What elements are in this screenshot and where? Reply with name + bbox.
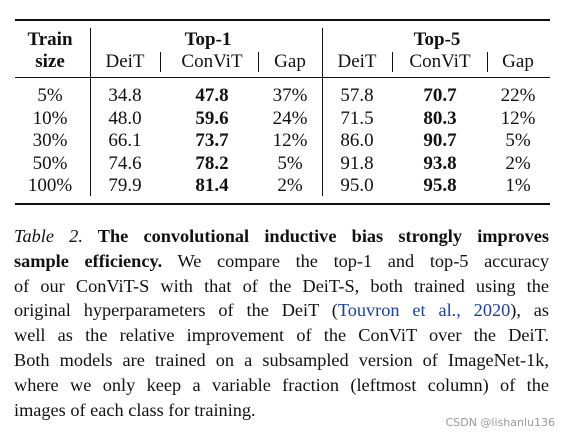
- table-cell: 86.0: [340, 130, 374, 151]
- caption-line: images of each class for training.: [14, 400, 549, 421]
- table-cell: 59.6: [195, 107, 229, 129]
- caption-line: of our ConViT-S with that of the DeiT-S,…: [14, 276, 549, 297]
- column-header: Gap: [502, 51, 534, 72]
- header-separator: [487, 52, 488, 72]
- table-cell: 81.4: [195, 175, 229, 196]
- header-separator: [160, 52, 161, 72]
- caption-text: The convolutional inductive bias strongl…: [82, 226, 549, 246]
- table-cell: 71.5: [340, 107, 374, 129]
- caption-text: sample efficiency.: [14, 250, 163, 271]
- table-cell: 91.8: [340, 152, 374, 174]
- table-cell: 73.7: [195, 130, 229, 151]
- table-cell: 2%: [505, 152, 531, 174]
- table-cell: 90.7: [423, 130, 457, 151]
- table-cell: 93.8: [423, 152, 457, 174]
- table-cell: 74.6: [108, 152, 142, 174]
- table-cell: 22%: [500, 85, 536, 106]
- header-cell: size: [35, 51, 65, 72]
- column-header: Gap: [274, 51, 306, 72]
- table-cell: 10%: [32, 107, 68, 129]
- table-cell: 66.1: [108, 130, 142, 151]
- top-rule: [15, 19, 550, 21]
- caption-text: where we only keep a variable fraction (…: [14, 374, 549, 395]
- table-cell: 100%: [27, 175, 73, 196]
- caption-line: Both models are trained on a subsampled …: [14, 350, 549, 371]
- column-header: DeiT: [105, 51, 145, 72]
- table-cell: 12%: [272, 130, 308, 151]
- caption-text: of our ConViT-S with that of the DeiT-S,…: [14, 275, 549, 296]
- header-cell: Train: [27, 29, 73, 50]
- table-cell: 95.0: [340, 175, 374, 196]
- caption-text: We compare the top-1 and top-5 accuracy: [162, 250, 550, 271]
- table-cell: 24%: [272, 107, 308, 129]
- table-cell: 50%: [32, 152, 68, 174]
- caption-text: original hyperparameters of the DeiT (: [14, 300, 338, 321]
- caption-text: well as the relative improvement of the …: [14, 325, 549, 346]
- table-cell: 95.8: [423, 175, 457, 196]
- table-cell: 2%: [277, 175, 303, 196]
- column-separator: [90, 28, 91, 196]
- table-cell: 70.7: [423, 85, 457, 106]
- table-cell: 80.3: [423, 107, 457, 129]
- header-separator: [392, 52, 393, 72]
- column-header: DeiT: [337, 51, 377, 72]
- caption-line: sample efficiency. We compare the top-1 …: [14, 251, 549, 272]
- table-cell: 78.2: [195, 152, 229, 174]
- table-cell: 79.9: [108, 175, 142, 196]
- caption-text: Both models are trained on a subsampled …: [14, 350, 549, 370]
- table-cell: 12%: [500, 107, 536, 129]
- group-header: Top-5: [413, 29, 461, 50]
- caption-line: well as the relative improvement of the …: [14, 325, 549, 346]
- table-cell: 5%: [37, 85, 63, 106]
- table-cell: 34.8: [108, 85, 142, 106]
- table-cell: 5%: [505, 130, 531, 151]
- table-cell: 5%: [277, 152, 303, 174]
- caption-line: Table 2. The convolutional inductive bia…: [14, 226, 549, 247]
- mid-rule: [15, 77, 550, 78]
- bottom-rule: [15, 203, 550, 205]
- column-header: ConViT: [409, 51, 471, 72]
- table-cell: 48.0: [108, 107, 142, 129]
- column-separator: [322, 28, 323, 196]
- group-header: Top-1: [184, 29, 232, 50]
- table-cell: 37%: [272, 85, 308, 106]
- citation-link[interactable]: Touvron et al., 2020: [337, 300, 511, 321]
- caption-line: original hyperparameters of the DeiT (To…: [14, 300, 549, 321]
- table-cell: 47.8: [195, 85, 229, 106]
- table-cell: 30%: [32, 130, 68, 151]
- caption-text: ), as: [510, 300, 550, 321]
- watermark: CSDN @lishanlu136: [445, 416, 555, 429]
- caption-line: where we only keep a variable fraction (…: [14, 375, 549, 396]
- caption-text: Table 2.: [14, 226, 83, 246]
- header-separator: [258, 52, 259, 72]
- table-cell: 1%: [505, 175, 531, 196]
- table-cell: 57.8: [340, 85, 374, 106]
- caption-text: images of each class for training.: [14, 399, 256, 420]
- column-header: ConViT: [181, 51, 243, 72]
